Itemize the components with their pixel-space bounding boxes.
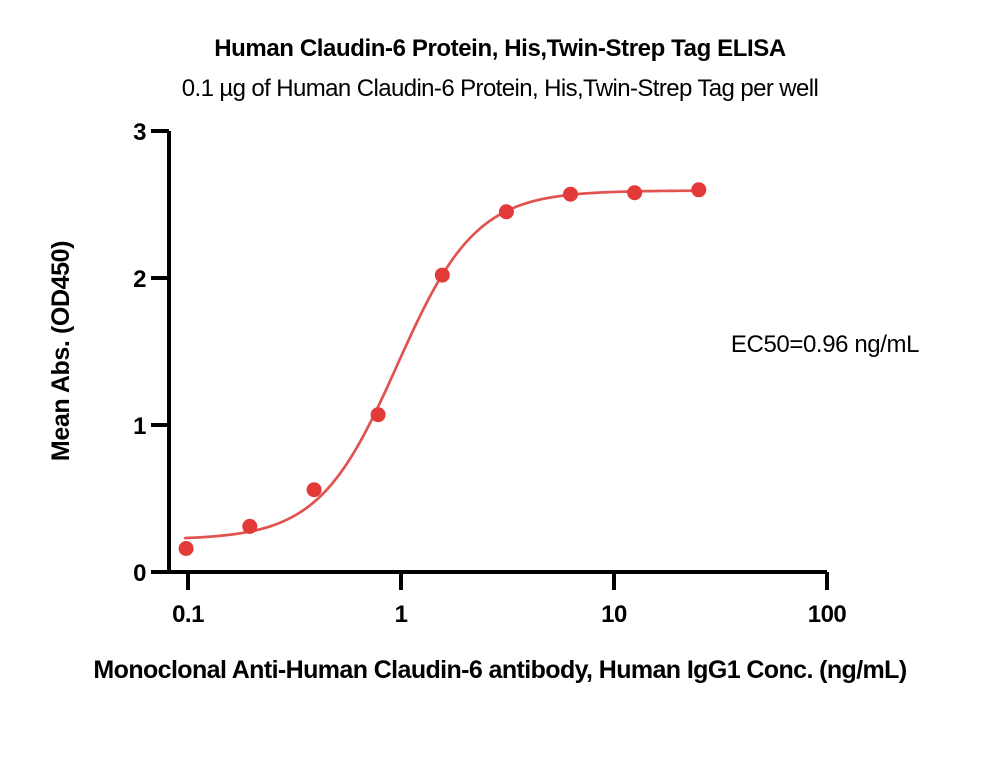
chart-title: Human Claudin-6 Protein, His,Twin-Strep … [214,35,786,62]
data-point [627,185,643,201]
data-point [498,204,514,220]
data-point [563,186,578,202]
y-tick-label: 1 [133,413,146,440]
x-tick-label: 0.1 [172,601,204,628]
data-point [178,541,194,556]
data-point [434,267,450,283]
y-tick-label: 3 [133,119,146,146]
x-axis-label: Monoclonal Anti-Human Claudin-6 antibody… [93,656,907,684]
x-tick-label: 10 [601,601,627,628]
chart-subtitle: 0.1 µg of Human Claudin-6 Protein, His,T… [181,75,819,102]
data-point [370,407,386,423]
y-tick-label: 2 [133,266,146,293]
y-tick-label: 0 [133,560,146,587]
x-tick-label: 1 [395,601,408,628]
data-point [691,182,707,198]
x-tick-label: 100 [808,601,847,628]
data-point [242,518,258,534]
fit-curve [183,189,701,540]
data-point [306,482,322,498]
ec50-annotation: EC50=0.96 ng/mL [730,331,920,358]
